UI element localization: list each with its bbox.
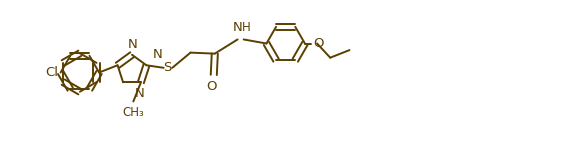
Text: O: O <box>313 37 324 50</box>
Text: N: N <box>233 21 242 34</box>
Text: N: N <box>135 87 145 100</box>
Text: H: H <box>242 21 250 34</box>
Text: N: N <box>128 38 138 51</box>
Text: O: O <box>206 80 216 93</box>
Text: Cl: Cl <box>45 66 58 79</box>
Text: S: S <box>164 61 172 74</box>
Text: CH₃: CH₃ <box>122 106 144 119</box>
Text: N: N <box>153 48 162 61</box>
